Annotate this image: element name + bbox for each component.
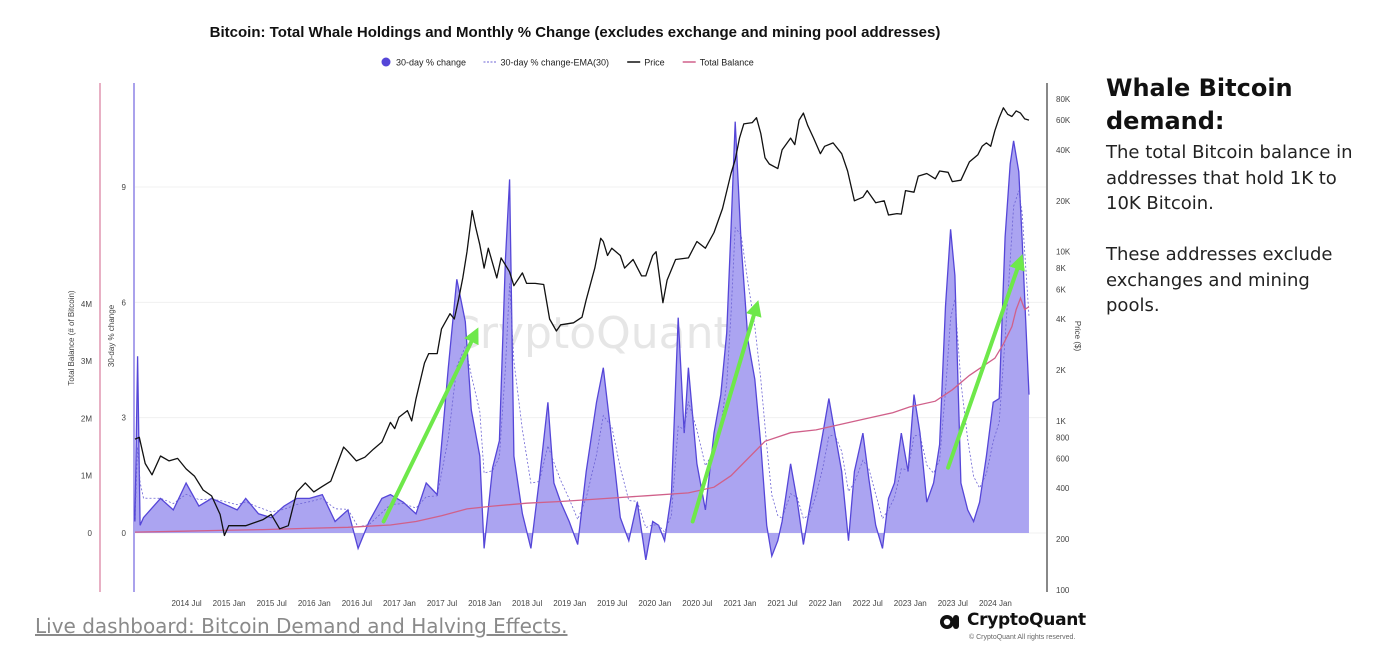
legend-label: 30-day % change	[396, 58, 466, 68]
x-tick-label: 2024 Jan	[979, 599, 1012, 608]
brand-copyright: © CryptoQuant All rights reserved.	[969, 634, 1076, 641]
legend: 30-day % change 30-day % change-EMA(30) Pr…	[381, 57, 754, 68]
side-panel-description: The total Bitcoin balance in addresses t…	[1106, 142, 1353, 214]
price-tick-label: 20K	[1056, 197, 1071, 206]
x-tick-label: 2016 Jul	[342, 599, 372, 608]
price-tick-label: 80K	[1056, 95, 1071, 104]
legend-label: Total Balance	[700, 58, 754, 68]
pct-tick-label: 9	[122, 183, 127, 192]
pct-change-area	[135, 121, 1029, 560]
pct-change-ema-line	[134, 190, 1030, 533]
x-tick-label: 2017 Jan	[383, 599, 416, 608]
legend-label: Price	[644, 58, 665, 68]
balance-tick-label: 0	[88, 529, 93, 538]
price-tick-label: 100	[1056, 586, 1070, 595]
trend-arrow	[946, 254, 1025, 470]
x-tick-label: 2019 Jan	[553, 599, 586, 608]
x-tick-label: 2016 Jan	[298, 599, 331, 608]
price-tick-label: 800	[1056, 433, 1070, 442]
balance-tick-label: 3M	[81, 357, 92, 366]
x-tick-label: 2021 Jul	[767, 599, 797, 608]
legend-label: 30-day % change-EMA(30)	[501, 58, 610, 68]
price-tick-label: 2K	[1056, 366, 1066, 375]
live-dashboard-link[interactable]: Live dashboard: Bitcoin Demand and Halvi…	[35, 614, 568, 638]
side-panel-note: These addresses exclude exchanges and mi…	[1106, 244, 1333, 316]
price-tick-label: 600	[1056, 454, 1070, 463]
x-tick-label: 2017 Jul	[427, 599, 457, 608]
price-tick-label: 40K	[1056, 146, 1071, 155]
pct-axis-title: 30-day % change	[107, 304, 116, 367]
pct-tick-label: 0	[122, 529, 127, 538]
side-panel-title: Whale Bitcoin demand:	[1106, 74, 1293, 135]
trend-arrows	[381, 254, 1025, 524]
price-line	[134, 107, 1030, 537]
price-tick-label: 8K	[1056, 264, 1066, 273]
total-balance-line	[134, 296, 1030, 533]
pct-tick-label: 3	[122, 414, 127, 423]
balance-axis-title: Total Balance (# of Bitcoin)	[67, 290, 76, 385]
price-tick-label: 4K	[1056, 315, 1066, 324]
x-tick-label: 2023 Jan	[894, 599, 927, 608]
cryptoquant-logo-icon	[940, 615, 959, 629]
x-tick-label: 2021 Jan	[724, 599, 757, 608]
watermark: CryptoQuant	[449, 308, 731, 359]
x-tick-label: 2019 Jul	[597, 599, 627, 608]
x-tick-label: 2015 Jul	[257, 599, 287, 608]
x-tick-label: 2022 Jul	[853, 599, 883, 608]
balance-tick-label: 2M	[81, 414, 92, 423]
price-tick-label: 10K	[1056, 248, 1071, 257]
x-tick-label: 2018 Jul	[512, 599, 542, 608]
x-tick-label: 2022 Jan	[809, 599, 842, 608]
price-tick-label: 1K	[1056, 417, 1066, 426]
price-axis-title: Price ($)	[1073, 321, 1082, 352]
price-tick-label: 200	[1056, 535, 1070, 544]
price-tick-label: 60K	[1056, 116, 1071, 125]
axes: 0 1M 2M 3M 4M Total Balance (# of Bitcoin) 0 3 6…	[67, 83, 1082, 608]
plot-area	[134, 107, 1030, 561]
pct-change-line	[134, 121, 1030, 561]
legend-marker-pct-change	[381, 57, 391, 67]
x-tick-label: 2020 Jan	[638, 599, 671, 608]
x-tick-label: 2023 Jul	[938, 599, 968, 608]
trend-arrow	[381, 327, 479, 524]
price-tick-label: 400	[1056, 484, 1070, 493]
x-tick-label: 2020 Jul	[682, 599, 712, 608]
balance-tick-label: 1M	[81, 472, 92, 481]
pct-tick-label: 6	[122, 298, 127, 307]
x-tick-label: 2014 Jul	[171, 599, 201, 608]
x-tick-label: 2018 Jan	[468, 599, 501, 608]
balance-tick-label: 4M	[81, 300, 92, 309]
chart-title: Bitcoin: Total Whale Holdings and Monthl…	[210, 24, 941, 41]
trend-arrow	[690, 300, 762, 524]
brand-name: CryptoQuant	[967, 610, 1086, 630]
x-tick-label: 2015 Jan	[213, 599, 246, 608]
price-tick-label: 6K	[1056, 285, 1066, 294]
